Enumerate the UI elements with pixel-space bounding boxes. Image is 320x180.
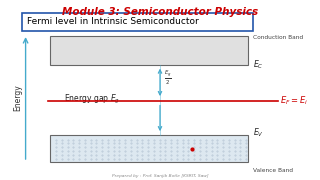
- Text: $E_C$: $E_C$: [253, 58, 263, 71]
- Bar: [50, 135, 248, 162]
- Text: Fermi level in Intrinsic Semiconductor: Fermi level in Intrinsic Semiconductor: [27, 17, 199, 26]
- Bar: [22, 13, 253, 31]
- Text: Module 3: Semiconductor Physics: Module 3: Semiconductor Physics: [62, 7, 258, 17]
- Text: Prepared by : Prof. Sanjib Botle [KSRIT, Saw]: Prepared by : Prof. Sanjib Botle [KSRIT,…: [112, 174, 208, 178]
- Text: $E_V$: $E_V$: [253, 126, 264, 139]
- Text: Energy: Energy: [13, 85, 22, 111]
- Text: Conduction Band: Conduction Band: [253, 35, 303, 40]
- Bar: [50, 36, 248, 65]
- Text: Valence Band: Valence Band: [253, 168, 293, 173]
- Text: Energy gap $E_g$: Energy gap $E_g$: [64, 93, 120, 106]
- Text: $\frac{E_g}{2}$: $\frac{E_g}{2}$: [164, 69, 172, 87]
- Text: $E_F = E_i$: $E_F = E_i$: [280, 94, 308, 107]
